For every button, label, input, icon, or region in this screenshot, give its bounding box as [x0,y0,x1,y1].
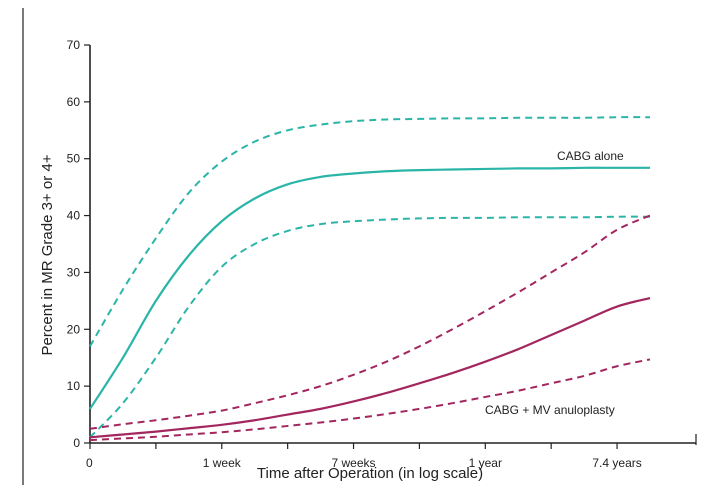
series-line-cabg-mv-anuloplasty [89,296,651,439]
y-tick-label: 60 [67,95,81,109]
y-tick-label: 20 [67,322,81,336]
y-tick-label: 30 [67,265,81,279]
y-tick-label: 10 [67,379,81,393]
series-line-cabg-alone-upper-ci [89,116,651,347]
y-tick-label: 40 [67,209,81,223]
x-tick-label: 1 year [469,456,502,470]
x-tick-label: 7.4 years [592,456,641,470]
x-tick-label: 0 [86,456,93,470]
label-cabg-alone: CABG alone [557,149,624,163]
series-line-cabg-alone-lower-ci [89,215,651,439]
labels-layer: CABG alone CABG + MV anuloplasty [485,149,624,417]
series-layer [89,116,651,442]
series-line-cabg-mv-anuloplasty-upper-ci [89,214,651,430]
axes: 0 10 20 30 40 50 60 70 0 1 week 7 weeks 1 year 7.4 y… [67,38,696,470]
x-axis-title: Time after Operation (in log scale) [257,465,483,482]
x-tick-label: 1 week [203,456,242,470]
label-cabg-mv-anuloplasty: CABG + MV anuloplasty [485,403,615,417]
series-line-cabg-alone [89,166,651,410]
x-tick-label: 7 weeks [332,456,376,470]
y-tick-label: 0 [73,436,80,450]
y-axis-title: Percent in MR Grade 3+ or 4+ [39,154,56,355]
y-tick-label: 50 [67,152,81,166]
y-tick-label: 70 [67,38,81,52]
series-line-cabg-mv-anuloplasty-lower-ci [89,358,651,442]
